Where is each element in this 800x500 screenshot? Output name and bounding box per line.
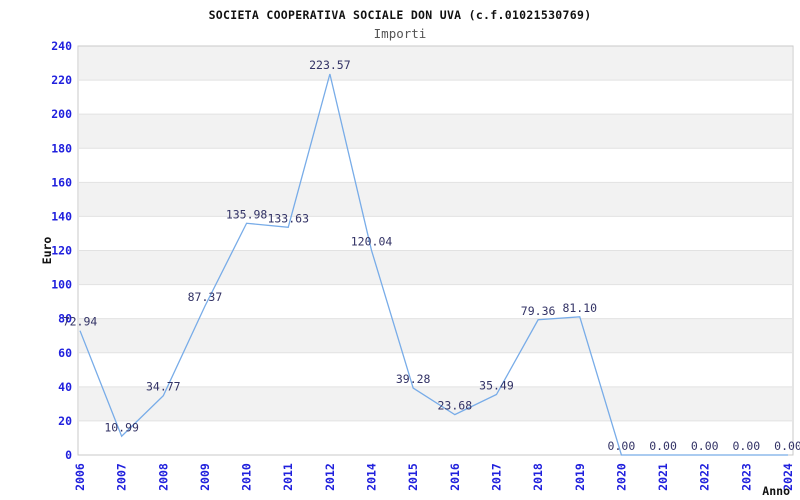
x-tick-label: 2017 [489,463,503,491]
point-label: 81.10 [562,301,597,315]
point-label: 87.37 [188,290,223,304]
x-tick-label: 2016 [448,463,462,491]
y-tick-label: 240 [51,39,72,53]
y-tick-label: 20 [58,414,72,428]
y-tick-label: 140 [51,209,72,223]
point-label: 120.04 [351,234,393,248]
x-axis-tick-labels: 2006 2007 2008 2009 2010 2011 2012 2014 2015 2016… [73,463,795,491]
y-axis-tick-labels: 0 20 40 60 80 100 120 140 160 180 200 220 240 [51,39,72,462]
y-tick-label: 220 [51,73,72,87]
point-label: 39.28 [396,372,431,386]
x-tick-label: 2024 [781,463,795,491]
x-tick-label: 2021 [656,463,670,491]
x-tick-label: 2010 [240,463,254,491]
y-tick-label: 80 [58,312,72,326]
point-label: 0.00 [774,439,800,453]
data-point-labels: 72.94 10.99 34.77 87.37 135.98 133.63 223.57 12… [63,58,800,453]
grid-band [79,250,792,285]
point-label: 0.00 [608,439,636,453]
x-tick-label: 2009 [198,463,212,491]
y-tick-label: 100 [51,278,72,292]
point-label: 0.00 [733,439,761,453]
y-tick-label: 200 [51,107,72,121]
grid-band [79,114,792,149]
x-tick-label: 2007 [115,463,129,491]
point-label: 0.00 [691,439,719,453]
grid-band [79,46,792,81]
point-label: 79.36 [521,304,556,318]
y-axis-title: Euro [40,237,54,265]
point-label: 34.77 [146,380,181,394]
x-tick-label: 2019 [573,463,587,491]
point-label: 10.99 [104,420,139,434]
chart-title: SOCIETA COOPERATIVA SOCIALE DON UVA (c.f… [208,8,592,22]
grid-band [79,318,792,353]
x-tick-label: 2014 [365,463,379,491]
x-tick-label: 2012 [323,463,337,491]
point-label: 135.98 [226,207,268,221]
x-axis-title: Anno [762,484,790,498]
x-tick-label: 2011 [281,463,295,491]
grid-band [79,182,792,217]
y-tick-label: 0 [65,448,72,462]
x-tick-label: 2018 [531,463,545,491]
x-tick-label: 2023 [739,463,753,491]
series-line [79,73,788,456]
y-tick-label: 60 [58,346,72,360]
x-tick-label: 2022 [698,463,712,491]
x-tick-label: 2015 [406,463,420,491]
point-label: 72.94 [63,315,98,329]
x-tick-label: 2008 [156,463,170,491]
grid-band [79,386,792,421]
y-tick-label: 40 [58,380,72,394]
y-tick-label: 180 [51,141,72,155]
y-tick-label: 120 [51,244,72,258]
point-label: 133.63 [267,211,309,225]
plot-border [77,45,794,456]
x-tick-label: 2020 [614,463,628,491]
point-label: 0.00 [649,439,677,453]
grid-bands [79,46,792,421]
point-label: 23.68 [438,399,473,413]
chart-subtitle: Importi [373,26,427,41]
point-label: 35.49 [479,379,514,393]
grid-lines [79,79,792,422]
x-tick-label: 2006 [73,463,87,491]
point-label: 223.57 [309,58,351,72]
y-tick-label: 160 [51,175,72,189]
